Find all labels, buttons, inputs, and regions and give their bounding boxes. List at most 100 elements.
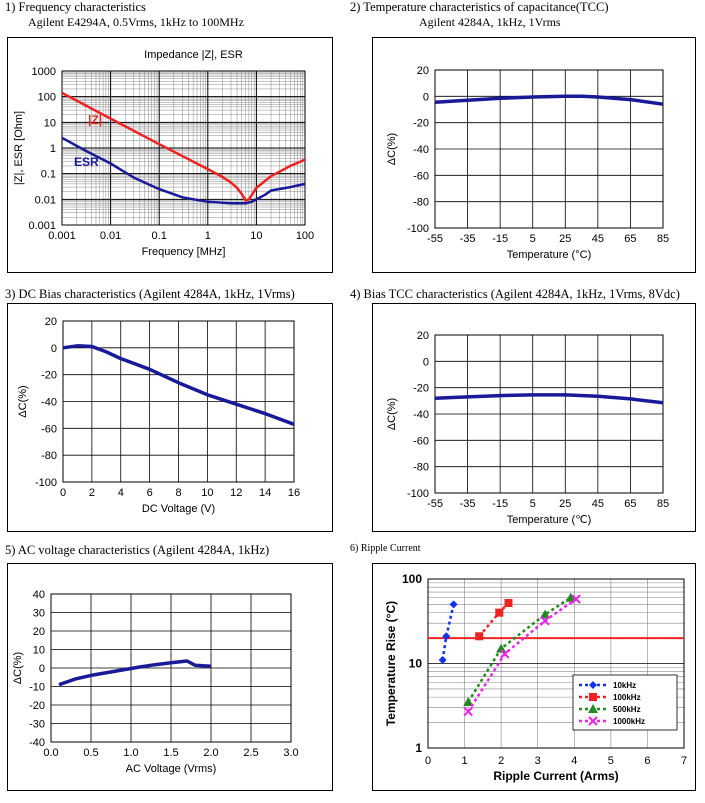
y-tick-label: 1 (50, 143, 56, 155)
data-series-line (434, 393, 664, 405)
y-tick-label: -60 (413, 170, 429, 182)
y-tick-label: 100 (402, 572, 422, 586)
y-tick-label: 1000 (32, 66, 56, 78)
y-tick-label: 10 (409, 657, 423, 671)
ac-voltage-chart: 0.0 0.5 1.0 1.5 2.0 2.5 3.0 40 30 20 10 0 -10 -20 -30 -… (12, 589, 299, 775)
panel5-header: 5) AC voltage characteristics (Agilent 4… (5, 543, 270, 557)
x-tick-label: 2.5 (243, 747, 258, 759)
x-tick-label: 2.0 (203, 747, 218, 759)
x-tick-label: 6 (644, 755, 650, 767)
y-tick-label: 10 (44, 117, 56, 129)
x-tick-label: -15 (492, 498, 508, 510)
y-tick-label: -40 (413, 144, 429, 156)
panel1-header: 1) Frequency characteristics (5, 0, 146, 14)
square-marker (495, 608, 504, 617)
y-tick-label: -40 (29, 737, 45, 749)
y-tick-label: 20 (33, 626, 45, 638)
y-tick-label: -100 (407, 223, 429, 235)
frequency-chart: 0.001 0.01 0.1 1 10 100 0.001 0.01 0.1 1 10 100 1000… (13, 49, 314, 258)
x-tick-label: 1 (462, 755, 468, 767)
x-tick-label: 1.0 (123, 747, 138, 759)
x-marker (500, 649, 510, 659)
x-tick-label: 10 (250, 230, 262, 242)
x-tick-label: -35 (460, 233, 476, 245)
panel3-header: 3) DC Bias characteristics (Agilent 4284… (5, 287, 295, 301)
y-tick-label: 20 (417, 65, 429, 77)
plot-area (50, 593, 292, 743)
diamond-marker (449, 600, 458, 609)
y-tick-label: -80 (413, 197, 429, 209)
x-axis-label: Ripple Current (Arms) (493, 769, 618, 783)
x-tick-label: 45 (592, 498, 604, 510)
triangle-marker (588, 704, 598, 713)
x-tick-label: 4 (571, 755, 577, 767)
x-tick-label: 0 (60, 487, 66, 499)
x-marker (463, 706, 473, 717)
x-tick-label: 16 (288, 487, 300, 499)
ripple-current-chart-panel: 0 1 2 3 4 5 6 7 100 10 1 Ripple Current (Arms) Tempe… (372, 563, 696, 791)
y-tick-label: -60 (41, 423, 57, 435)
diamond-marker (438, 656, 447, 665)
y-tick-label: -40 (41, 397, 57, 409)
x-tick-label: 0.001 (48, 230, 76, 242)
x-tick-label: 45 (592, 233, 604, 245)
triangle-marker (463, 697, 474, 707)
x-tick-label: 100 (296, 230, 314, 242)
x-tick-label: 0.0 (43, 747, 58, 759)
y-tick-label: 1 (415, 741, 422, 755)
trend-line (441, 604, 455, 661)
diamond-marker (442, 632, 451, 641)
plot-area (61, 70, 306, 226)
x-marker (588, 716, 598, 726)
data-series-line (62, 344, 295, 426)
y-axis-label: Temperature Rise (°C) (384, 601, 398, 726)
y-tick-label: 20 (417, 330, 429, 342)
square-marker (589, 693, 597, 701)
legend-label: 500kHz (613, 705, 641, 714)
diamond-marker (589, 681, 597, 689)
dc-bias-chart-panel: 0 2 4 6 8 10 12 14 16 20 0 -20 -40 -60 -80 -100 DC Volta… (7, 303, 333, 532)
x-tick-label: 25 (559, 233, 571, 245)
data-series-line (61, 136, 306, 205)
x-tick-label: 5 (530, 233, 536, 245)
x-tick-label: 4 (118, 487, 124, 499)
y-axis-label: ΔC(%) (386, 398, 398, 430)
x-tick-label: 3.0 (283, 747, 298, 759)
y-tick-label: -100 (407, 488, 429, 500)
x-tick-label: 1.5 (163, 747, 178, 759)
y-tick-label: 0 (423, 356, 429, 368)
esr-series-label: ESR (74, 155, 99, 169)
y-tick-label: -10 (29, 682, 45, 694)
trend-line (467, 596, 572, 703)
x-tick-label: 0 (425, 755, 431, 767)
x-tick-label: 2 (89, 487, 95, 499)
x-axis-label: DC Voltage (V) (142, 503, 215, 515)
trend-line (478, 602, 510, 638)
y-tick-label: -100 (35, 477, 57, 489)
dc-bias-chart: 0 2 4 6 8 10 12 14 16 20 0 -20 -40 -60 -80 -100 DC Volta… (17, 316, 300, 515)
legend-label: 1000kHz (613, 717, 645, 726)
x-tick-label: 85 (657, 233, 669, 245)
y-axis-label: ΔC(%) (17, 385, 29, 417)
x-axis-label: Temperature (℃) (507, 514, 592, 526)
y-tick-label: 0 (39, 663, 45, 675)
x-tick-label: 65 (624, 498, 636, 510)
y-axis-label: ΔC(%) (12, 652, 24, 684)
panel2-header: 2) Temperature characteristics of capaci… (350, 0, 609, 14)
x-tick-label: 14 (259, 487, 271, 499)
x-tick-label: 85 (657, 498, 669, 510)
y-tick-label: -80 (41, 450, 57, 462)
data-series-line (58, 659, 212, 687)
plot-area (434, 334, 664, 494)
x-axis-label: Temperature (°C) (507, 249, 591, 261)
y-tick-label: 0 (51, 343, 57, 355)
bias-tcc-chart: -55 -35 -15 5 25 45 65 85 20 0 -20 -40 -60 -80 -100 Tem… (386, 330, 669, 526)
trend-line (467, 597, 577, 713)
triangle-marker (540, 609, 551, 619)
y-tick-label: 40 (33, 589, 45, 601)
panel1-subheader: Agilent E4294A, 0.5Vrms, 1kHz to 100MHz (28, 15, 244, 29)
x-marker (540, 616, 550, 626)
y-tick-label: -40 (413, 409, 429, 421)
data-series-line (434, 94, 664, 106)
